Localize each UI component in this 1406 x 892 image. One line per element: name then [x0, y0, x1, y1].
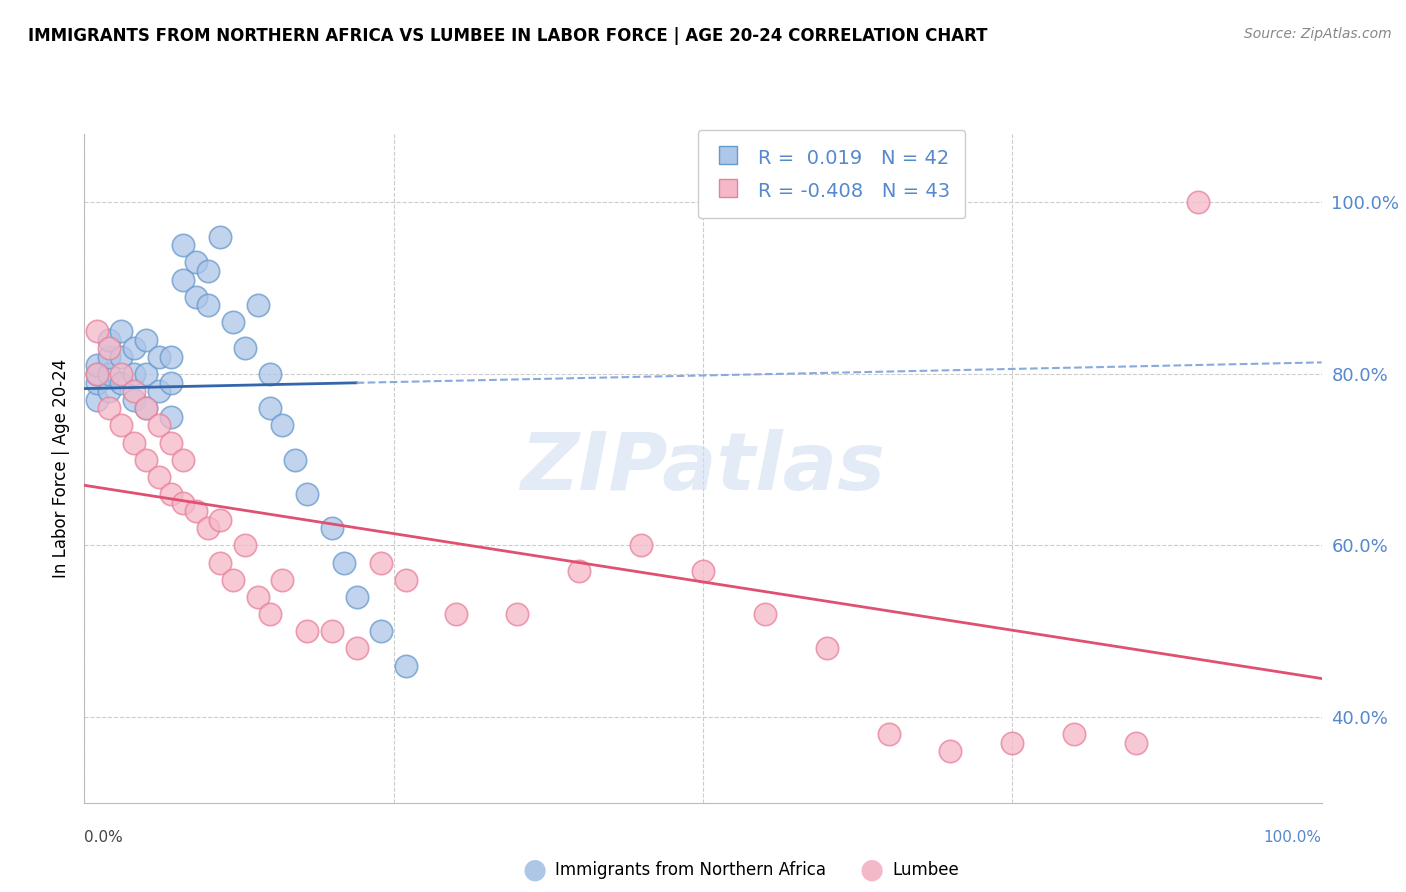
Point — [160, 435, 183, 450]
Legend: R =  0.019   N = 42, R = -0.408   N = 43: R = 0.019 N = 42, R = -0.408 N = 43 — [697, 130, 966, 219]
Point — [246, 590, 269, 604]
Point — [148, 384, 170, 398]
Point — [568, 564, 591, 578]
Point — [160, 376, 183, 390]
Point — [135, 452, 157, 467]
Point — [110, 418, 132, 433]
Point — [506, 607, 529, 621]
Point — [877, 727, 900, 741]
Point — [98, 384, 121, 398]
Point — [630, 539, 652, 553]
Point — [110, 376, 132, 390]
Point — [98, 333, 121, 347]
Point — [271, 573, 294, 587]
Point — [148, 350, 170, 364]
Point — [333, 556, 356, 570]
Text: ●: ● — [522, 855, 547, 884]
Point — [233, 341, 256, 355]
Point — [197, 264, 219, 278]
Text: IMMIGRANTS FROM NORTHERN AFRICA VS LUMBEE IN LABOR FORCE | AGE 20-24 CORRELATION: IMMIGRANTS FROM NORTHERN AFRICA VS LUMBE… — [28, 27, 987, 45]
Point — [135, 401, 157, 416]
Point — [209, 556, 232, 570]
Point — [110, 367, 132, 381]
Point — [321, 624, 343, 639]
Point — [444, 607, 467, 621]
Point — [122, 384, 145, 398]
Point — [209, 229, 232, 244]
Point — [692, 564, 714, 578]
Point — [395, 658, 418, 673]
Point — [98, 367, 121, 381]
Point — [160, 350, 183, 364]
Point — [259, 607, 281, 621]
Point — [1187, 195, 1209, 210]
Point — [259, 367, 281, 381]
Point — [259, 401, 281, 416]
Point — [197, 521, 219, 535]
Point — [395, 573, 418, 587]
Point — [222, 573, 245, 587]
Point — [122, 367, 145, 381]
Point — [86, 376, 108, 390]
Text: Immigrants from Northern Africa: Immigrants from Northern Africa — [555, 861, 827, 879]
Point — [122, 435, 145, 450]
Text: ZIPatlas: ZIPatlas — [520, 429, 886, 508]
Point — [1125, 736, 1147, 750]
Point — [86, 367, 108, 381]
Point — [172, 495, 194, 509]
Y-axis label: In Labor Force | Age 20-24: In Labor Force | Age 20-24 — [52, 359, 70, 578]
Text: 0.0%: 0.0% — [84, 830, 124, 845]
Point — [233, 539, 256, 553]
Point — [86, 392, 108, 407]
Point — [284, 452, 307, 467]
Point — [122, 341, 145, 355]
Point — [184, 255, 207, 269]
Point — [754, 607, 776, 621]
Point — [148, 418, 170, 433]
Point — [197, 298, 219, 312]
Point — [86, 324, 108, 338]
Point — [86, 359, 108, 373]
Point — [135, 333, 157, 347]
Point — [815, 641, 838, 656]
Point — [246, 298, 269, 312]
Point — [370, 556, 392, 570]
Point — [184, 290, 207, 304]
Point — [184, 504, 207, 518]
Point — [135, 367, 157, 381]
Point — [98, 341, 121, 355]
Point — [110, 324, 132, 338]
Point — [110, 350, 132, 364]
Point — [321, 521, 343, 535]
Point — [172, 272, 194, 286]
Point — [98, 350, 121, 364]
Point — [86, 367, 108, 381]
Text: 100.0%: 100.0% — [1264, 830, 1322, 845]
Point — [1063, 727, 1085, 741]
Text: Lumbee: Lumbee — [893, 861, 959, 879]
Point — [346, 590, 368, 604]
Point — [135, 401, 157, 416]
Point — [122, 392, 145, 407]
Text: Source: ZipAtlas.com: Source: ZipAtlas.com — [1244, 27, 1392, 41]
Text: ●: ● — [859, 855, 884, 884]
Point — [148, 470, 170, 484]
Point — [295, 624, 318, 639]
Point — [370, 624, 392, 639]
Point — [160, 487, 183, 501]
Point — [209, 513, 232, 527]
Point — [172, 238, 194, 252]
Point — [222, 316, 245, 330]
Point — [1001, 736, 1024, 750]
Point — [271, 418, 294, 433]
Point — [98, 401, 121, 416]
Point — [346, 641, 368, 656]
Point — [295, 487, 318, 501]
Point — [172, 452, 194, 467]
Point — [939, 744, 962, 758]
Point — [160, 409, 183, 424]
